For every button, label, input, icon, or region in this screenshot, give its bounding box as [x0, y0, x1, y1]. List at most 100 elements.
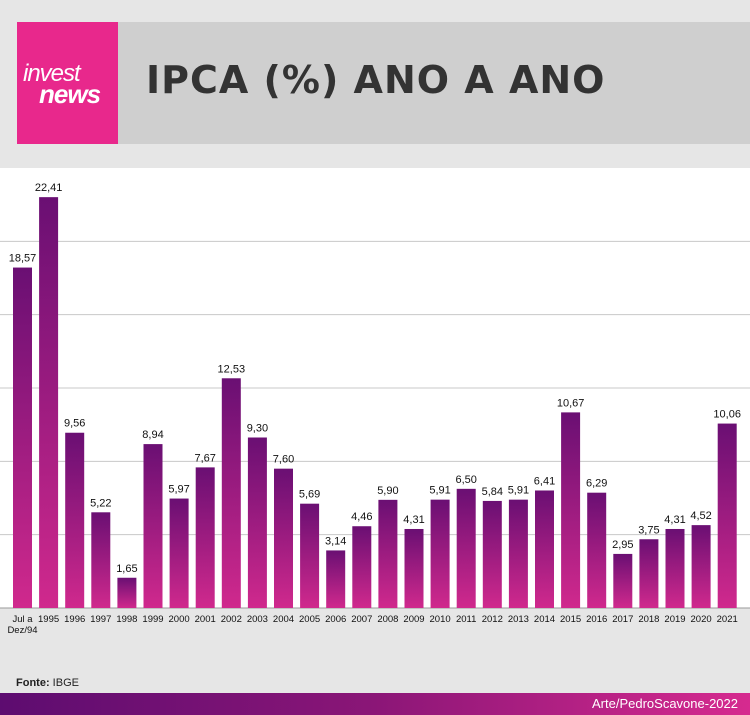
investnews-logo: invest news [17, 22, 118, 144]
bar-value-label: 5,84 [482, 486, 503, 498]
x-tick-label: 2003 [247, 614, 268, 625]
bar [143, 444, 163, 608]
x-tick-label: 2005 [299, 614, 320, 625]
bar-value-label: 18,57 [9, 253, 37, 265]
x-tick-label: 1995 [38, 614, 59, 625]
logo-line-1: invest [23, 60, 81, 87]
x-tick-label: 2002 [221, 614, 242, 625]
x-tick-label: 1998 [116, 614, 137, 625]
bar-value-label: 10,06 [713, 409, 741, 421]
bar-value-label: 9,30 [247, 423, 268, 435]
bar-value-label: 3,14 [325, 535, 346, 547]
chart-title: IPCA (%) ANO A ANO [146, 58, 606, 102]
bar-value-label: 4,31 [664, 514, 685, 526]
bar-value-label: 4,46 [351, 511, 372, 523]
bar-value-label: 5,91 [508, 485, 529, 497]
bar-value-label: 2,95 [612, 539, 633, 551]
bar-value-label: 6,29 [586, 478, 607, 490]
x-tick-label: 2021 [717, 614, 738, 625]
bar-value-label: 4,31 [403, 514, 424, 526]
bar [352, 526, 372, 608]
bar-value-label: 5,91 [429, 485, 450, 497]
bar-value-label: 12,53 [218, 363, 246, 375]
value-labels: 18,57 22,41 9,56 5,22 1,65 8,94 5,97 7,67 12,53 9… [9, 182, 741, 575]
bar-value-label: 1,65 [116, 563, 137, 575]
bar-value-label: 8,94 [142, 429, 163, 441]
bar [665, 528, 685, 608]
x-tick-label: 2008 [377, 614, 398, 625]
bar [300, 503, 320, 608]
bar [691, 525, 711, 608]
bar-value-label: 5,97 [168, 484, 189, 496]
bar-value-label: 5,69 [299, 489, 320, 501]
bar [169, 498, 189, 608]
x-tick-label: 2012 [482, 614, 503, 625]
bar-value-label: 4,52 [690, 510, 711, 522]
x-tick-label: 2018 [638, 614, 659, 625]
bar-value-label: 3,75 [638, 524, 659, 536]
x-tick-label: 1996 [64, 614, 85, 625]
bar [456, 488, 476, 608]
top-strip [0, 0, 750, 22]
bar [221, 378, 241, 608]
x-tick-label: 2001 [195, 614, 216, 625]
x-tick-label: 2000 [169, 614, 190, 625]
bar-chart: 18,57 22,41 9,56 5,22 1,65 8,94 5,97 7,67 12,53 9… [0, 168, 750, 636]
x-tick-label: Dez/94 [7, 625, 37, 636]
bar [39, 197, 59, 608]
bars [13, 197, 737, 608]
x-tick-label: 2007 [351, 614, 372, 625]
x-tick-label: 2014 [534, 614, 555, 625]
bar [613, 553, 633, 608]
x-tick-label: 2015 [560, 614, 581, 625]
bar [717, 423, 737, 608]
x-tick-label: 1999 [142, 614, 163, 625]
bar [508, 499, 528, 608]
x-tick-label: 1997 [90, 614, 111, 625]
bar-value-label: 9,56 [64, 418, 85, 430]
x-tick-label: 2020 [691, 614, 712, 625]
bar [117, 577, 137, 608]
logo-line-2: news [39, 79, 101, 109]
x-tick-label: 2006 [325, 614, 346, 625]
bar [561, 412, 581, 608]
bar [587, 492, 607, 608]
bar-value-label: 5,90 [377, 485, 398, 497]
x-tick-label: 2009 [403, 614, 424, 625]
x-tick-label: 2013 [508, 614, 529, 625]
bar-value-label: 10,67 [557, 397, 585, 409]
bar-value-label: 7,67 [194, 452, 215, 464]
bar-value-label: 22,41 [35, 182, 63, 194]
bar [482, 500, 502, 608]
source-label: Fonte: [16, 677, 50, 689]
source-value: IBGE [52, 677, 79, 689]
x-tick-label: 2016 [586, 614, 607, 625]
header-band [17, 22, 750, 144]
source-note: Fonte: IBGE [16, 677, 79, 689]
x-tick-label: 2010 [430, 614, 451, 625]
bar-value-label: 6,50 [455, 474, 476, 486]
bar [404, 528, 424, 608]
bar [378, 499, 398, 608]
x-tick-label: 2004 [273, 614, 294, 625]
bar [91, 512, 111, 608]
credit-text: Arte/PedroScavone-2022 [592, 696, 738, 711]
bar-value-label: 6,41 [534, 475, 555, 487]
bar-value-label: 5,22 [90, 497, 111, 509]
bar [13, 267, 32, 608]
x-tick-label: 2019 [664, 614, 685, 625]
x-tick-label: 2011 [456, 614, 476, 625]
bar [639, 539, 659, 608]
bar [274, 468, 293, 608]
bar [535, 490, 554, 608]
bar [430, 499, 450, 608]
x-tick-label: 2017 [612, 614, 633, 625]
bar [195, 467, 215, 608]
bar-value-label: 7,60 [273, 454, 294, 466]
footer-bar: Arte/PedroScavone-2022 [0, 693, 750, 715]
bar [247, 437, 267, 608]
x-tick-label: Jul a [12, 614, 33, 625]
bar [65, 432, 85, 608]
bar [326, 550, 346, 608]
